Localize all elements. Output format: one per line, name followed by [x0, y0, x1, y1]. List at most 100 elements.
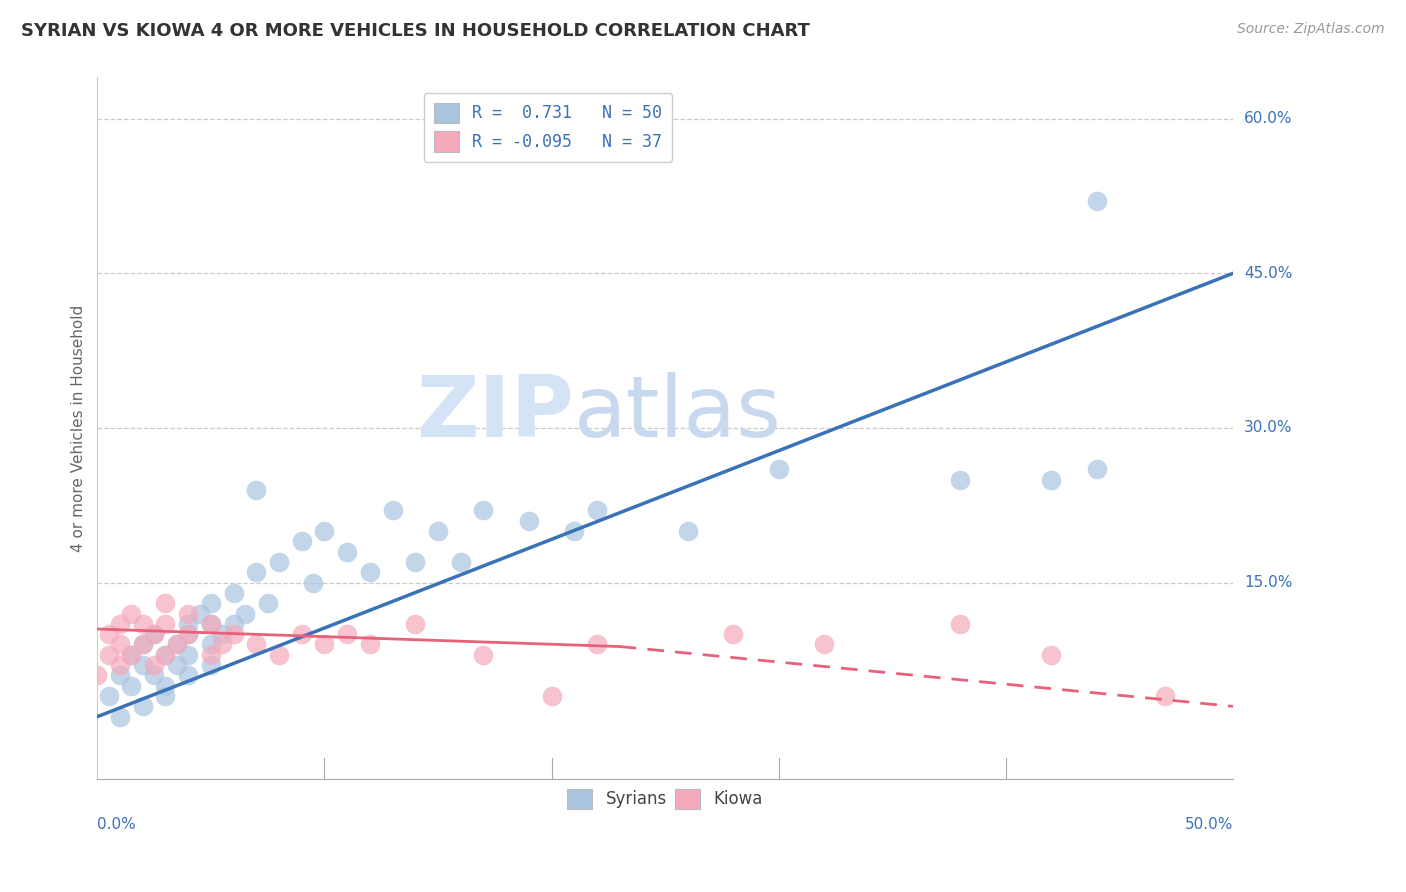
- Point: [211, 638, 233, 652]
- Point: [233, 607, 256, 621]
- Point: [166, 658, 188, 673]
- Point: [291, 534, 314, 549]
- Point: [120, 648, 142, 662]
- Point: [188, 607, 211, 621]
- Point: [472, 648, 495, 662]
- Point: [450, 555, 472, 569]
- Point: [97, 648, 120, 662]
- Point: [949, 473, 972, 487]
- Point: [1085, 194, 1108, 209]
- Point: [132, 616, 155, 631]
- Point: [472, 503, 495, 517]
- Text: 15.0%: 15.0%: [1244, 575, 1292, 591]
- Point: [177, 627, 200, 641]
- Point: [97, 689, 120, 703]
- Point: [291, 627, 314, 641]
- Point: [143, 627, 166, 641]
- Point: [86, 668, 108, 682]
- Point: [155, 679, 177, 693]
- Point: [108, 709, 131, 723]
- Point: [177, 648, 200, 662]
- Point: [336, 627, 359, 641]
- Point: [222, 586, 245, 600]
- Point: [143, 668, 166, 682]
- Point: [768, 462, 790, 476]
- Text: 45.0%: 45.0%: [1244, 266, 1292, 281]
- Point: [177, 616, 200, 631]
- Point: [200, 638, 222, 652]
- Point: [813, 638, 835, 652]
- Text: SYRIAN VS KIOWA 4 OR MORE VEHICLES IN HOUSEHOLD CORRELATION CHART: SYRIAN VS KIOWA 4 OR MORE VEHICLES IN HO…: [21, 22, 810, 40]
- Point: [120, 648, 142, 662]
- Point: [108, 668, 131, 682]
- Point: [245, 566, 267, 580]
- Legend: Syrians, Kiowa: Syrians, Kiowa: [561, 782, 769, 816]
- Point: [108, 638, 131, 652]
- Point: [314, 638, 336, 652]
- Point: [155, 596, 177, 610]
- Point: [222, 616, 245, 631]
- Point: [200, 616, 222, 631]
- Point: [1085, 462, 1108, 476]
- Point: [676, 524, 699, 538]
- Point: [427, 524, 450, 538]
- Point: [267, 648, 290, 662]
- Point: [132, 658, 155, 673]
- Point: [404, 616, 426, 631]
- Point: [132, 638, 155, 652]
- Point: [177, 627, 200, 641]
- Point: [155, 648, 177, 662]
- Point: [200, 596, 222, 610]
- Point: [404, 555, 426, 569]
- Point: [108, 616, 131, 631]
- Point: [245, 638, 267, 652]
- Point: [143, 627, 166, 641]
- Point: [586, 503, 609, 517]
- Point: [211, 627, 233, 641]
- Point: [267, 555, 290, 569]
- Point: [143, 658, 166, 673]
- Point: [166, 638, 188, 652]
- Point: [132, 699, 155, 714]
- Point: [132, 638, 155, 652]
- Point: [155, 689, 177, 703]
- Text: 30.0%: 30.0%: [1244, 420, 1292, 435]
- Point: [336, 544, 359, 558]
- Point: [200, 658, 222, 673]
- Point: [517, 514, 540, 528]
- Y-axis label: 4 or more Vehicles in Household: 4 or more Vehicles in Household: [72, 304, 86, 551]
- Text: Source: ZipAtlas.com: Source: ZipAtlas.com: [1237, 22, 1385, 37]
- Text: 0.0%: 0.0%: [97, 817, 136, 832]
- Point: [949, 616, 972, 631]
- Point: [1040, 473, 1063, 487]
- Point: [723, 627, 745, 641]
- Point: [256, 596, 278, 610]
- Point: [302, 575, 325, 590]
- Point: [200, 648, 222, 662]
- Text: 50.0%: 50.0%: [1185, 817, 1233, 832]
- Point: [177, 607, 200, 621]
- Point: [314, 524, 336, 538]
- Point: [245, 483, 267, 497]
- Point: [222, 627, 245, 641]
- Point: [155, 616, 177, 631]
- Point: [381, 503, 404, 517]
- Point: [120, 679, 142, 693]
- Text: atlas: atlas: [574, 373, 782, 456]
- Point: [200, 616, 222, 631]
- Point: [108, 658, 131, 673]
- Text: 60.0%: 60.0%: [1244, 112, 1292, 126]
- Point: [1040, 648, 1063, 662]
- Point: [359, 638, 381, 652]
- Point: [177, 668, 200, 682]
- Point: [166, 638, 188, 652]
- Point: [562, 524, 585, 538]
- Point: [359, 566, 381, 580]
- Point: [120, 607, 142, 621]
- Text: ZIP: ZIP: [416, 373, 574, 456]
- Point: [1153, 689, 1175, 703]
- Point: [97, 627, 120, 641]
- Point: [540, 689, 562, 703]
- Point: [586, 638, 609, 652]
- Point: [155, 648, 177, 662]
